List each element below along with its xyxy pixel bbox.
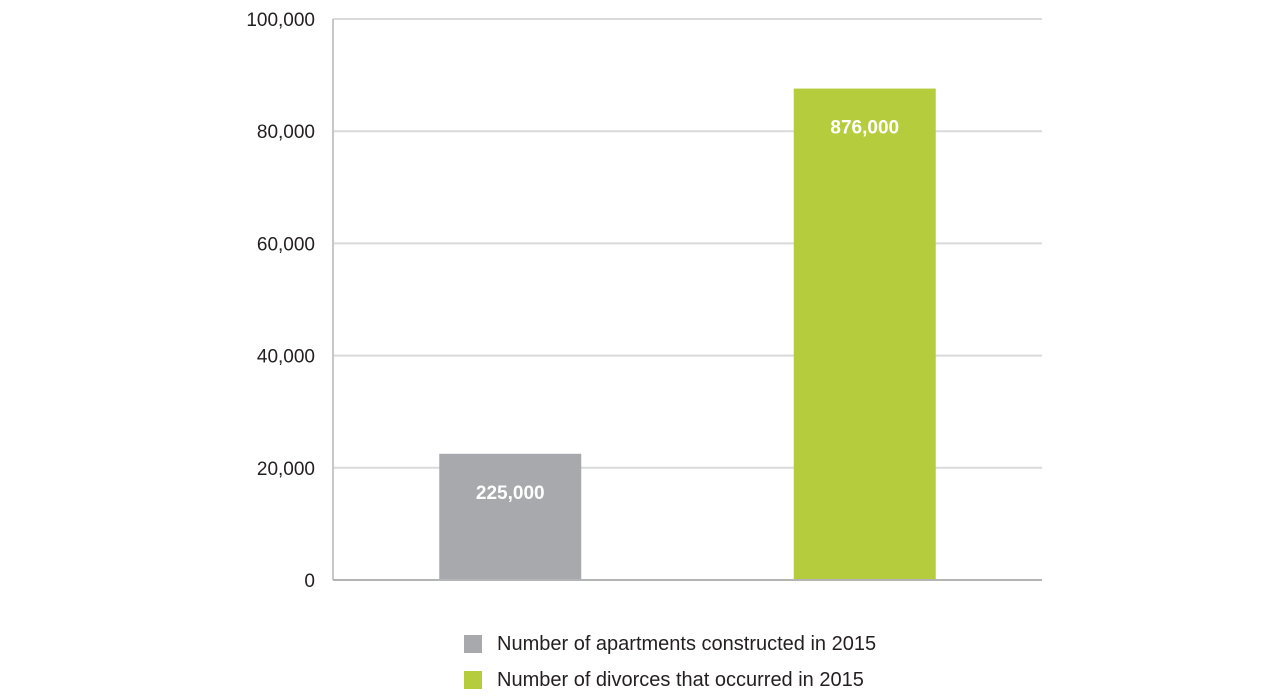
bar-data-label: 225,000 bbox=[476, 483, 545, 504]
legend-label-divorces: Number of divorces that occurred in 2015 bbox=[497, 668, 864, 691]
legend: Number of apartments constructed in 2015… bbox=[464, 626, 876, 698]
y-tick-label: 60,000 bbox=[257, 234, 315, 255]
y-tick-label: 0 bbox=[304, 571, 315, 592]
legend-item-apartments: Number of apartments constructed in 2015 bbox=[464, 626, 876, 662]
bar-data-label: 876,000 bbox=[830, 118, 899, 139]
y-tick-label: 40,000 bbox=[257, 347, 315, 368]
legend-swatch-divorces bbox=[464, 671, 482, 689]
axes bbox=[332, 19, 1042, 581]
y-tick-label: 100,000 bbox=[246, 10, 315, 31]
bar-data-labels: 225,000 876,000 bbox=[476, 118, 899, 504]
legend-item-divorces: Number of divorces that occurred in 2015 bbox=[464, 662, 876, 698]
y-tick-label: 20,000 bbox=[257, 459, 315, 480]
legend-swatch-apartments bbox=[464, 635, 482, 653]
y-tick-labels: 0 20,000 40,000 60,000 80,000 100,000 bbox=[246, 10, 315, 592]
legend-label-apartments: Number of apartments constructed in 2015 bbox=[497, 632, 877, 655]
y-tick-label: 80,000 bbox=[257, 122, 315, 143]
bar bbox=[439, 453, 582, 579]
bars bbox=[439, 88, 936, 580]
bar bbox=[793, 88, 936, 580]
